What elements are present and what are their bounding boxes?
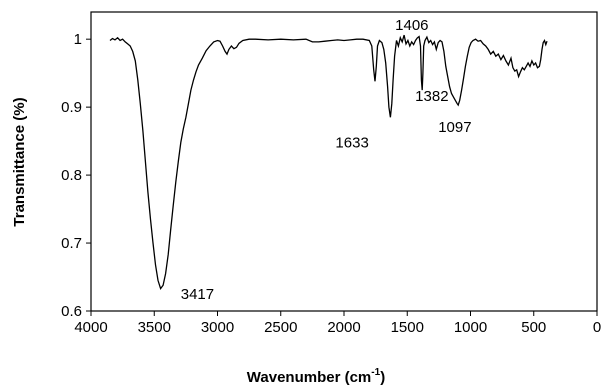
peak-label-3417: 3417 [181, 286, 214, 303]
x-tick-label: 1000 [454, 319, 487, 336]
x-axis-title-end: ) [380, 369, 385, 386]
y-tick-label: 0.9 [61, 99, 82, 116]
y-axis-title: Transmittance (%) [11, 97, 28, 226]
x-axis-title: Wavenumber (cm-1) [247, 367, 385, 386]
x-tick-label: 500 [521, 319, 546, 336]
peak-annotations: 3417 1406 1633 1382 1097 [181, 17, 472, 303]
peak-label-1382: 1382 [415, 88, 448, 105]
peak-label-1097: 1097 [438, 119, 471, 136]
x-tick-label: 4000 [74, 319, 107, 336]
x-axis-title-superscript: -1 [371, 367, 380, 378]
x-tick-label: 1500 [391, 319, 424, 336]
x-axis-ticks: 4000 3500 3000 2500 2000 1500 1000 500 0 [74, 311, 601, 336]
x-tick-label: 0 [593, 319, 601, 336]
peak-label-1633: 1633 [335, 134, 368, 151]
x-tick-label: 3500 [138, 319, 171, 336]
peak-label-1406: 1406 [395, 17, 428, 34]
spectrum-line [109, 34, 548, 291]
y-axis-ticks: 0.6 0.7 0.8 0.9 1 [61, 31, 91, 320]
x-tick-label: 3000 [201, 319, 234, 336]
y-tick-label: 1 [74, 31, 82, 48]
x-tick-label: 2500 [264, 319, 297, 336]
y-tick-label: 0.8 [61, 167, 82, 184]
y-tick-label: 0.6 [61, 303, 82, 320]
y-tick-label: 0.7 [61, 235, 82, 252]
plot-frame [90, 11, 598, 312]
x-tick-label: 2000 [327, 319, 360, 336]
x-axis-title-main: Wavenumber (cm [247, 369, 371, 386]
